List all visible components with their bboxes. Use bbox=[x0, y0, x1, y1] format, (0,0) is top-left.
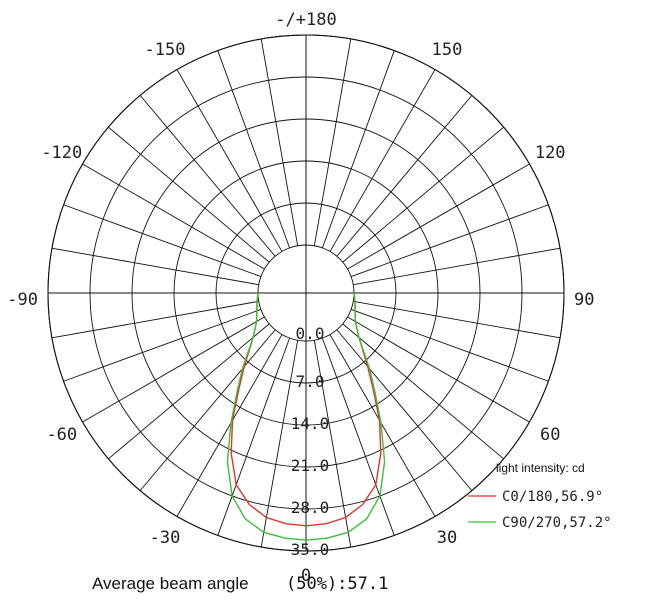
series-line-c90-270 bbox=[226, 292, 386, 541]
radial-tick-labels: 0.0 7.0 14.0 21.0 28.0 35.0 bbox=[291, 324, 330, 559]
grid-spoke bbox=[108, 126, 270, 263]
grid-spoke bbox=[329, 334, 436, 517]
angle-label: 90 bbox=[574, 290, 594, 310]
grid-spoke bbox=[336, 95, 473, 257]
angle-label: -90 bbox=[7, 290, 38, 310]
grid-spoke bbox=[313, 340, 352, 548]
angle-label: -150 bbox=[145, 40, 186, 60]
legend: light intensity: cd C0/180,56.9° C90/270… bbox=[468, 461, 612, 531]
series-layer bbox=[226, 292, 386, 541]
radial-tick-label: 21.0 bbox=[291, 456, 330, 475]
grid-spoke bbox=[63, 308, 262, 382]
radial-tick-label: 14.0 bbox=[291, 414, 330, 433]
grid-spoke bbox=[82, 316, 265, 423]
legend-title: light intensity: cd bbox=[496, 461, 585, 475]
angle-labels: -/+180 -150 150 -120 120 -90 90 -60 60 -30 30 0 bbox=[7, 10, 594, 586]
grid-spoke bbox=[139, 95, 276, 257]
angle-label: 30 bbox=[437, 528, 457, 548]
grid-spoke bbox=[347, 316, 530, 423]
angle-label: -30 bbox=[150, 528, 181, 548]
grid-spoke bbox=[217, 50, 291, 249]
beam-angle-value: (50%):57.1 bbox=[286, 574, 388, 594]
grid-spoke bbox=[350, 204, 549, 278]
angle-label: -120 bbox=[41, 143, 82, 163]
legend-label-c90: C90/270,57.2° bbox=[502, 515, 612, 531]
grid-spoke bbox=[329, 69, 436, 252]
grid-spoke bbox=[321, 50, 395, 249]
angle-label: 120 bbox=[535, 143, 566, 163]
angle-label: -60 bbox=[46, 425, 77, 445]
grid-spoke bbox=[82, 163, 265, 270]
grid-spoke bbox=[350, 308, 549, 382]
grid-spoke bbox=[353, 247, 561, 286]
radial-tick-label: 0.0 bbox=[296, 324, 325, 343]
grid-spoke bbox=[139, 329, 276, 491]
legend-label-c0: C0/180,56.9° bbox=[502, 489, 603, 505]
grid-spoke bbox=[336, 329, 473, 491]
grid-spoke bbox=[313, 38, 352, 246]
radial-tick-label: 7.0 bbox=[296, 372, 325, 391]
grid-spoke bbox=[342, 126, 504, 263]
radial-tick-label: 35.0 bbox=[291, 540, 330, 559]
grid-spoke bbox=[176, 69, 283, 252]
grid-spoke bbox=[51, 247, 259, 286]
grid-spoke bbox=[260, 340, 299, 548]
angle-label: -/+180 bbox=[275, 10, 336, 30]
angle-label: 60 bbox=[540, 425, 560, 445]
footer: Average beam angle (50%):57.1 bbox=[92, 574, 388, 594]
grid-spoke bbox=[63, 204, 262, 278]
polar-grid bbox=[47, 34, 565, 552]
grid-spoke bbox=[217, 337, 291, 536]
grid-spoke bbox=[108, 323, 270, 460]
angle-label: 0 bbox=[301, 566, 311, 586]
beam-angle-label: Average beam angle bbox=[92, 574, 249, 593]
grid-spoke bbox=[353, 300, 561, 339]
grid-spoke bbox=[347, 163, 530, 270]
grid-spoke bbox=[176, 334, 283, 517]
angle-label: 150 bbox=[432, 40, 463, 60]
radial-tick-label: 28.0 bbox=[291, 498, 330, 517]
grid-spoke bbox=[51, 300, 259, 339]
grid-spoke bbox=[321, 337, 395, 536]
grid-spoke bbox=[260, 38, 299, 246]
grid-spoke bbox=[342, 323, 504, 460]
